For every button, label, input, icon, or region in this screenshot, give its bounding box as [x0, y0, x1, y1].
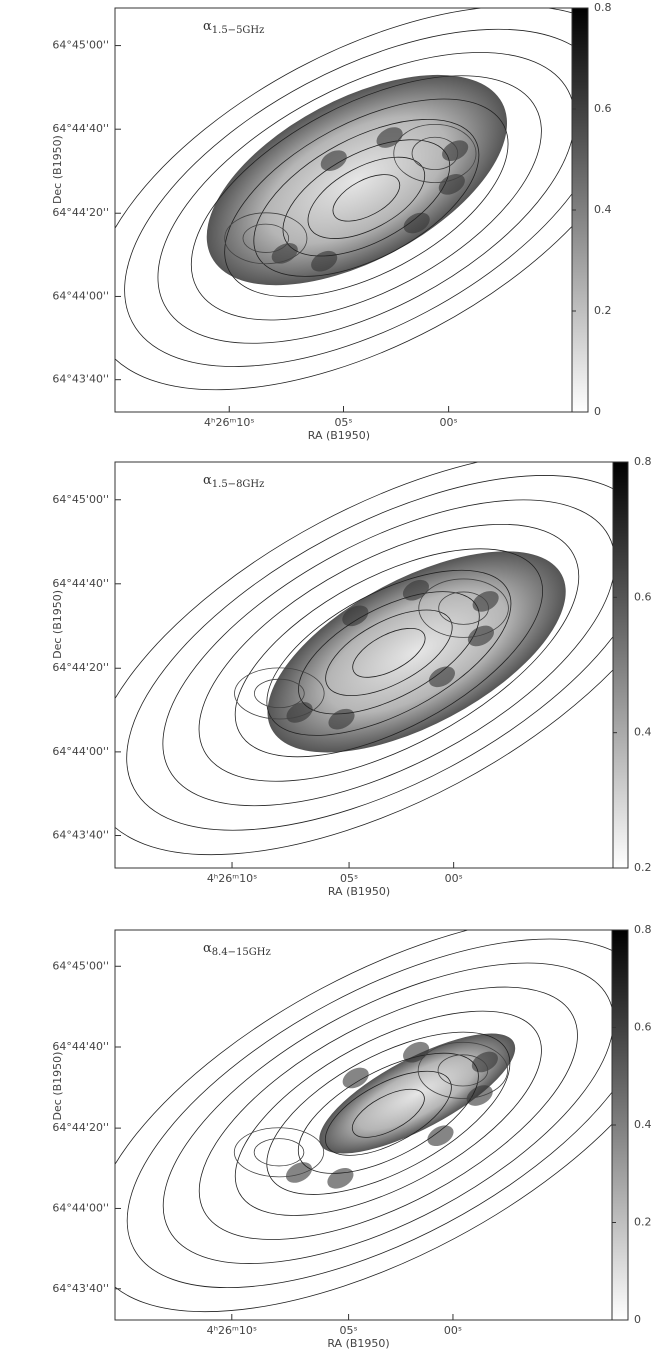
subscript: 1.5−5GHz	[212, 25, 265, 36]
x-axis-label: RA (B1950)	[328, 885, 390, 898]
x-tick-label: 00ˢ	[444, 1324, 462, 1337]
colorbar	[613, 462, 628, 868]
map	[32, 834, 670, 1358]
y-axis-label: Dec (B1950)	[51, 590, 64, 659]
x-tick-label: 4ʰ26ᵐ10ˢ	[204, 416, 254, 429]
symbol: α	[203, 19, 212, 34]
y-tick-label: 64°44'00''	[52, 745, 109, 758]
colorbar-tick-label: 0.2	[634, 1216, 652, 1229]
x-tick-label: 05ˢ	[340, 872, 358, 885]
colorbar-tick-label: 0	[634, 1313, 641, 1326]
dark-patch	[324, 1164, 357, 1193]
y-tick-label: 64°44'00''	[52, 289, 109, 302]
y-tick-label: 64°44'40''	[52, 122, 109, 135]
x-tick-label: 4ʰ26ᵐ10ˢ	[207, 1324, 257, 1337]
x-tick-label: 05ˢ	[340, 1324, 358, 1337]
panel-label: α1.5−5GHz	[203, 19, 264, 36]
x-tick-label: 4ʰ26ᵐ10ˢ	[207, 872, 257, 885]
panel: α1.5−5GHz 64°45'00'' 64°44'40'' 64°44'20'' 6…	[31, 0, 670, 469]
y-tick-label: 64°44'00''	[52, 1201, 109, 1214]
x-axis-label: RA (B1950)	[327, 1337, 389, 1350]
symbol: α	[203, 941, 212, 956]
subscript: 1.5−8GHz	[212, 479, 265, 490]
y-tick-label: 64°44'20''	[52, 1121, 109, 1134]
y-tick-label: 64°44'40''	[52, 577, 109, 590]
panel-label: α8.4−15GHz	[203, 941, 271, 958]
y-tick-label: 64°45'00''	[52, 39, 109, 52]
colorbar-tick-label: 0.6	[594, 102, 612, 115]
y-tick-label: 64°44'20''	[52, 661, 109, 674]
x-tick-label: 05ˢ	[334, 416, 352, 429]
y-tick-label: 64°44'40''	[52, 1040, 109, 1053]
colorbar-tick-label: 0.4	[634, 1118, 652, 1131]
x-axis-label: RA (B1950)	[308, 429, 370, 442]
panel: α1.5−8GHz 64°45'00'' 64°44'40'' 64°44'20'' 6…	[30, 368, 670, 937]
map	[30, 368, 670, 937]
contour	[234, 1128, 323, 1177]
x-tick-label: 00ˢ	[445, 872, 463, 885]
y-tick-label: 64°45'00''	[52, 959, 109, 972]
colorbar-tick-label: 0.2	[634, 861, 652, 874]
colorbar-tick-label: 0.4	[634, 726, 652, 739]
colorbar-tick-label: 0.8	[634, 455, 652, 468]
colorbar-tick-label: 0.8	[594, 1, 612, 14]
spectral-index-map	[304, 1011, 530, 1176]
colorbar-tick-label: 0.2	[594, 304, 612, 317]
y-tick-label: 64°43'40''	[52, 1282, 109, 1295]
subscript: 8.4−15GHz	[212, 947, 271, 958]
y-tick-label: 64°43'40''	[52, 373, 109, 386]
panel: α8.4−15GHz 64°45'00'' 64°44'40'' 64°44'20''…	[32, 834, 670, 1358]
y-tick-label: 64°43'40''	[52, 829, 109, 842]
y-axis-label: Dec (B1950)	[51, 1052, 64, 1121]
y-tick-label: 64°45'00''	[52, 493, 109, 506]
colorbar-tick-label: 0	[594, 405, 601, 418]
colorbar-tick-label: 0.8	[634, 923, 652, 936]
y-axis-label: Dec (B1950)	[51, 135, 64, 204]
x-tick-label: 00ˢ	[440, 416, 458, 429]
dark-patch	[282, 1158, 315, 1187]
colorbar-tick-label: 0.6	[634, 590, 652, 603]
panel-label: α1.5−8GHz	[203, 473, 264, 490]
colorbar-tick-label: 0.4	[594, 203, 612, 216]
contour	[254, 1139, 304, 1166]
figure: α1.5−5GHz64°45'00''64°44'40''64°44'20''6…	[0, 0, 670, 1358]
colorbar-tick-label: 0.6	[634, 1021, 652, 1034]
symbol: α	[203, 473, 212, 488]
y-tick-label: 64°44'20''	[52, 206, 109, 219]
